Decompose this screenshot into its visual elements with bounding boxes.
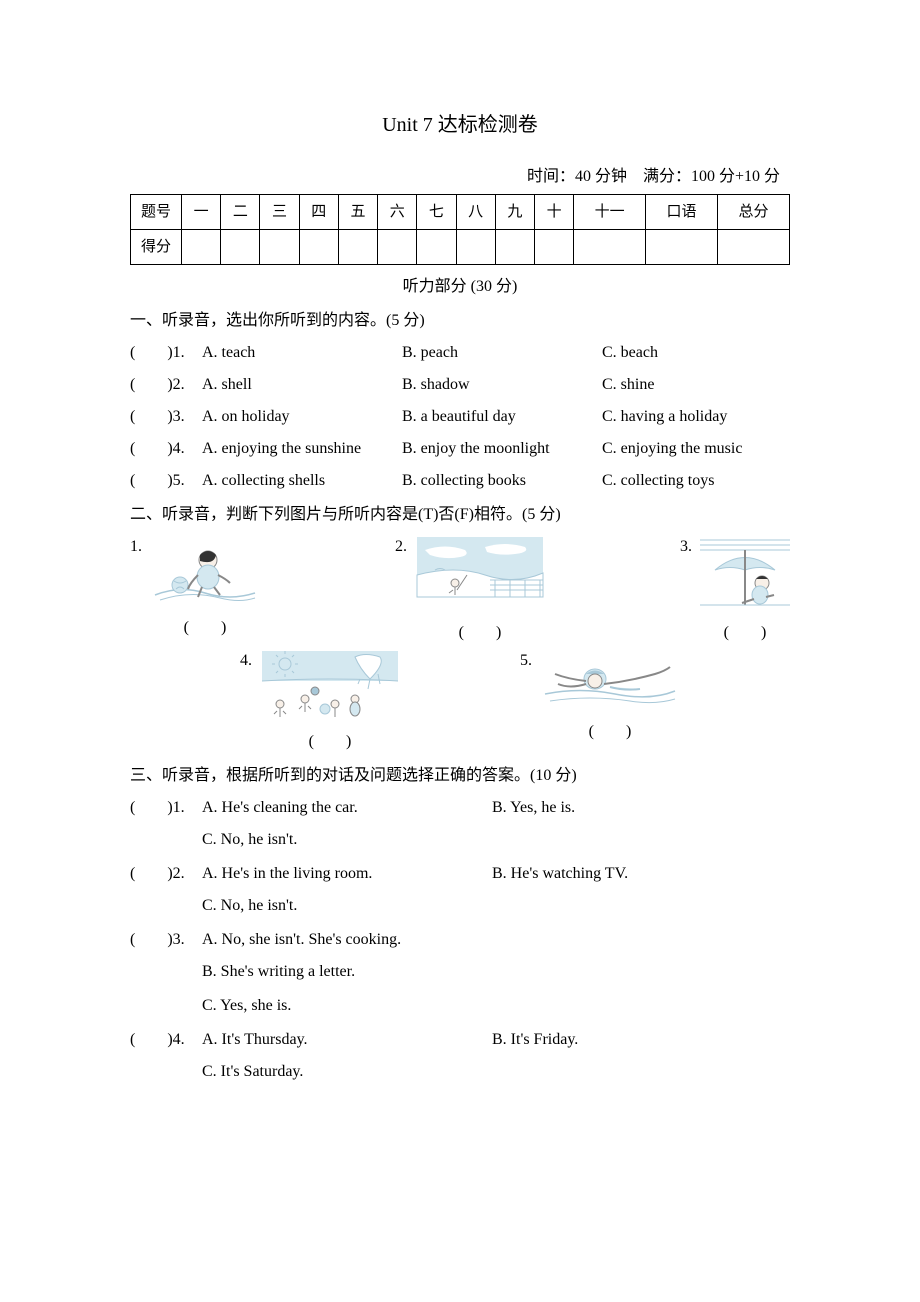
answer-blank[interactable]: ( )1.: [130, 796, 202, 820]
answer-blank[interactable]: ( )2.: [130, 862, 202, 886]
score-header-cell: 三: [260, 195, 299, 230]
option-c: C. enjoying the music: [602, 437, 790, 461]
answer-blank[interactable]: ( )4.: [130, 1028, 202, 1052]
question-row: ( )2. A. shellB. shadowC. shine: [130, 373, 790, 397]
option-a: A. shell: [202, 373, 402, 397]
score-header-cell: 十: [534, 195, 573, 230]
option-b: B. Yes, he is.: [492, 796, 790, 820]
option-a: A. enjoying the sunshine: [202, 437, 402, 461]
score-header-cell: 题号: [131, 195, 182, 230]
question-row: ( )3. A. No, she isn't. She's cooking.: [130, 928, 790, 952]
subtitle: 时间：40 分钟 满分：100 分+10 分: [130, 165, 790, 189]
pictures-row-1: 1. ( ) 2.: [130, 535, 790, 645]
section-2-title: 二、听录音，判断下列图片与所听内容是(T)否(F)相符。(5 分): [130, 503, 790, 527]
score-header-cell: 十一: [574, 195, 646, 230]
score-header-cell: 四: [299, 195, 338, 230]
score-row-label: 得分: [131, 230, 182, 265]
score-cell[interactable]: [534, 230, 573, 265]
pic-number: 5.: [520, 649, 532, 673]
option-a: A. teach: [202, 341, 402, 365]
picture-lake-fishing-icon: [415, 535, 545, 615]
answer-blank[interactable]: ( )3.: [130, 928, 202, 952]
option-b: B. shadow: [402, 373, 602, 397]
option-c: C. It's Saturday.: [202, 1060, 790, 1084]
score-cell[interactable]: [260, 230, 299, 265]
answer-blank[interactable]: ( )4.: [130, 437, 202, 461]
pictures-row-2: 4. ( ) 5.: [130, 649, 790, 754]
score-header-cell: 八: [456, 195, 495, 230]
question-row: ( )1. A. teachB. peachC. beach: [130, 341, 790, 365]
score-cell[interactable]: [717, 230, 789, 265]
option-c: C. No, he isn't.: [202, 894, 790, 918]
score-header-cell: 二: [221, 195, 260, 230]
score-header-cell: 九: [495, 195, 534, 230]
score-header-cell: 总分: [717, 195, 789, 230]
question-row: ( )5. A. collecting shellsB. collecting …: [130, 469, 790, 493]
option-b: B. She's writing a letter.: [202, 960, 790, 984]
option-b: B. peach: [402, 341, 602, 365]
option-c: C. shine: [602, 373, 790, 397]
question-row: ( )1. A. He's cleaning the car.B. Yes, h…: [130, 796, 790, 820]
option-b: B. enjoy the moonlight: [402, 437, 602, 461]
score-cell[interactable]: [646, 230, 718, 265]
question-row: ( )4. A. enjoying the sunshineB. enjoy t…: [130, 437, 790, 461]
picture-swimming-icon: [540, 649, 680, 714]
pic-number: 1.: [130, 535, 142, 559]
answer-blank[interactable]: ( ): [540, 720, 680, 744]
score-cell[interactable]: [417, 230, 456, 265]
score-cell[interactable]: [574, 230, 646, 265]
table-row: 得分: [131, 230, 790, 265]
option-a: A. He's cleaning the car.: [202, 796, 492, 820]
answer-blank[interactable]: ( )1.: [130, 341, 202, 365]
score-cell[interactable]: [378, 230, 417, 265]
question-row: ( )2. A. He's in the living room.B. He's…: [130, 862, 790, 886]
option-c: C. No, he isn't.: [202, 828, 790, 852]
score-header-cell: 六: [378, 195, 417, 230]
score-header-cell: 五: [338, 195, 377, 230]
option-a: A. on holiday: [202, 405, 402, 429]
score-cell[interactable]: [182, 230, 221, 265]
answer-blank[interactable]: ( )5.: [130, 469, 202, 493]
score-cell[interactable]: [338, 230, 377, 265]
picture-girl-ball-icon: [150, 535, 260, 610]
option-c: C. beach: [602, 341, 790, 365]
question-row: ( )4. A. It's Thursday.B. It's Friday.: [130, 1028, 790, 1052]
option-a: A. No, she isn't. She's cooking.: [202, 928, 401, 952]
section-1-title: 一、听录音，选出你所听到的内容。(5 分): [130, 309, 790, 333]
option-b: B. collecting books: [402, 469, 602, 493]
option-b: B. It's Friday.: [492, 1028, 790, 1052]
score-table: 题号 一 二 三 四 五 六 七 八 九 十 十一 口语 总分 得分: [130, 194, 790, 265]
option-c: C. collecting toys: [602, 469, 790, 493]
picture-umbrella-sit-icon: [700, 535, 790, 615]
pic-number: 4.: [240, 649, 252, 673]
score-cell[interactable]: [495, 230, 534, 265]
option-b: B. a beautiful day: [402, 405, 602, 429]
score-cell[interactable]: [221, 230, 260, 265]
table-row: 题号 一 二 三 四 五 六 七 八 九 十 十一 口语 总分: [131, 195, 790, 230]
picture-beach-people-icon: [260, 649, 400, 724]
answer-blank[interactable]: ( ): [150, 616, 260, 640]
option-c: C. Yes, she is.: [202, 994, 790, 1018]
option-b: B. He's watching TV.: [492, 862, 790, 886]
score-cell[interactable]: [299, 230, 338, 265]
pic-number: 2.: [395, 535, 407, 559]
page-title: Unit 7 达标检测卷: [130, 110, 790, 140]
option-a: A. He's in the living room.: [202, 862, 492, 886]
option-a: A. collecting shells: [202, 469, 402, 493]
section-3-title: 三、听录音，根据所听到的对话及问题选择正确的答案。(10 分): [130, 764, 790, 788]
answer-blank[interactable]: ( )2.: [130, 373, 202, 397]
answer-blank[interactable]: ( ): [700, 621, 790, 645]
score-header-cell: 口语: [646, 195, 718, 230]
answer-blank[interactable]: ( )3.: [130, 405, 202, 429]
listening-header: 听力部分 (30 分): [130, 275, 790, 299]
option-a: A. It's Thursday.: [202, 1028, 492, 1052]
score-header-cell: 七: [417, 195, 456, 230]
option-c: C. having a holiday: [602, 405, 790, 429]
pic-number: 3.: [680, 535, 692, 559]
score-cell[interactable]: [456, 230, 495, 265]
answer-blank[interactable]: ( ): [260, 730, 400, 754]
score-header-cell: 一: [182, 195, 221, 230]
answer-blank[interactable]: ( ): [415, 621, 545, 645]
question-row: ( )3. A. on holidayB. a beautiful dayC. …: [130, 405, 790, 429]
